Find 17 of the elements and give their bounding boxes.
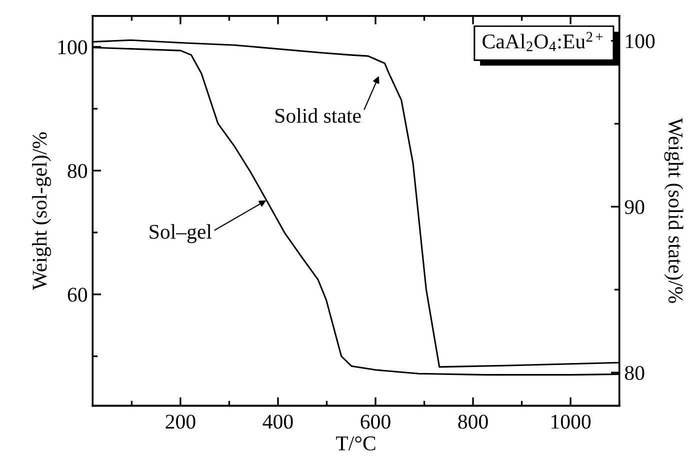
annotation: CaAl$_{2}$O$_{4}$:Eu$^{2+}$ [482,32,603,52]
y-axis-title: Weight (sol-gel)/% [32,132,52,290]
x-tick-label: 600 [360,414,390,429]
y2-axis-title: Weight (solid state)/% [664,118,684,304]
y2-tick-label: 100 [626,34,655,48]
x-axis-title: T/°C [336,436,376,450]
annotation: Solid state [276,108,361,123]
y2-tick-label: 90 [624,200,644,214]
y-tick-label: 80 [68,164,88,178]
y-tick-label: 100 [58,40,88,54]
x-tick-label: 200 [166,414,196,429]
annotation: Sol–gel [150,224,212,244]
y-tick-label: 60 [68,288,88,302]
x-tick-label: 400 [262,414,293,429]
y2-tick-label: 80 [624,366,644,380]
x-tick-label: 800 [458,414,488,429]
x-tick-label: 1000 [552,414,591,429]
